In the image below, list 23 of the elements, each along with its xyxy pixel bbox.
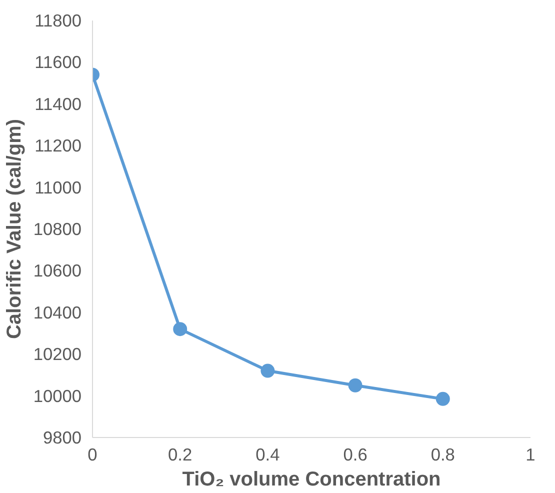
y-axis-title: Calorific Value (cal/gm)	[3, 118, 26, 340]
x-tick-label: 0.6	[343, 444, 368, 464]
point	[260, 364, 275, 378]
y-tick-label: 10600	[33, 260, 82, 281]
y-tick-label: 9800	[42, 428, 82, 448]
y-tick-label: 10800	[33, 219, 82, 239]
point	[173, 322, 188, 336]
y-tick-label: 11800	[34, 10, 82, 30]
y-tick-label: 11200	[34, 136, 82, 156]
x-axis-title: TiO₂ volume Concentration	[182, 468, 441, 490]
x-tick-label: 1	[526, 444, 536, 464]
point	[436, 392, 450, 406]
y-tick-label: 11400	[34, 94, 82, 114]
y-tick-label: 10200	[33, 344, 82, 364]
x-tick-label: 0.4	[256, 444, 280, 464]
y-tick-label: 10400	[33, 302, 82, 322]
y-tick-label: 11000	[34, 177, 82, 198]
point	[348, 378, 362, 392]
y-tick-label: 11600	[34, 52, 82, 72]
x-tick-label: 0.8	[430, 444, 455, 464]
y-tick-label: 10000	[33, 386, 82, 406]
x-tick-label: 0	[88, 444, 98, 464]
x-tick-label: 0.2	[168, 444, 192, 464]
